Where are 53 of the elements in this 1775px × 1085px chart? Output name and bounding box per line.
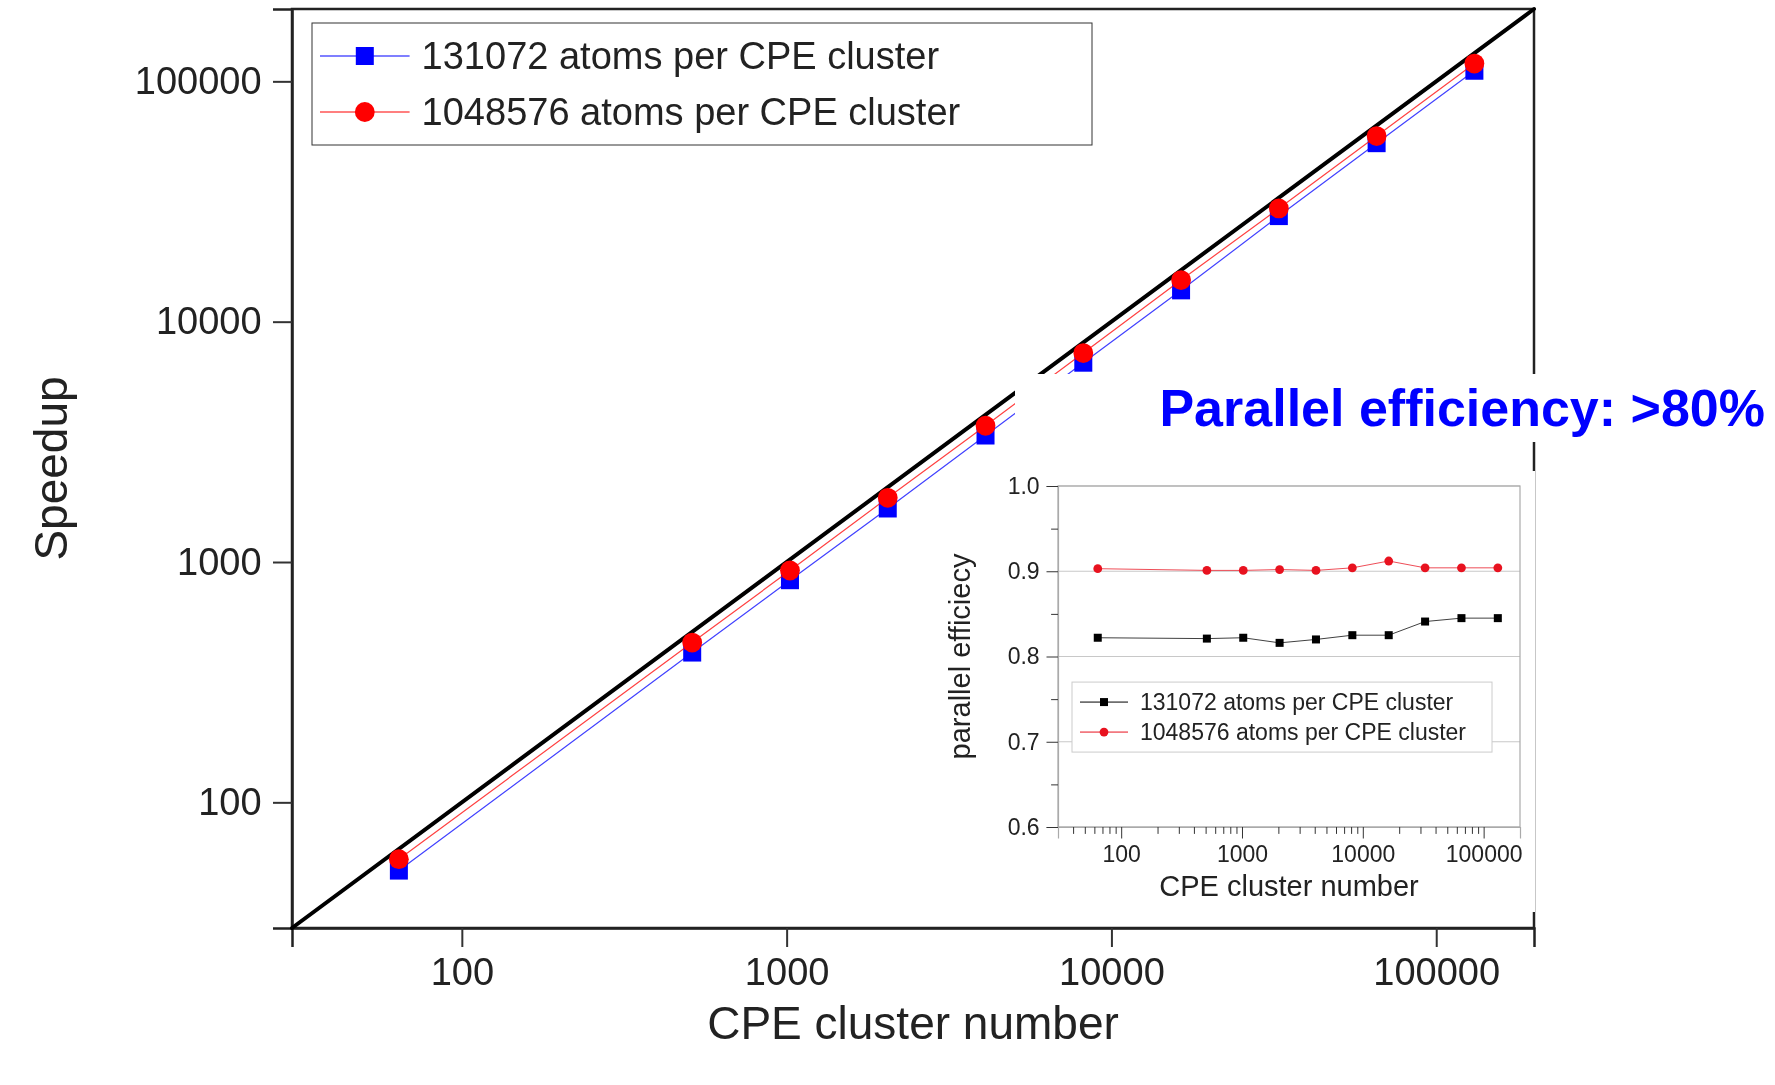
point — [1311, 566, 1321, 575]
point — [1275, 638, 1284, 647]
legend-label: 131072 atoms per CPE cluster — [421, 35, 940, 78]
x-tick-label: 1000 — [1216, 840, 1269, 867]
point — [1457, 614, 1466, 623]
point — [780, 560, 800, 581]
x-tick-label: 100 — [430, 951, 495, 994]
point — [1238, 566, 1248, 575]
point — [1493, 614, 1502, 623]
x-tick-label: 10000 — [1331, 840, 1396, 867]
point — [1348, 631, 1357, 640]
point — [1073, 343, 1094, 363]
y-tick-label: 0.6 — [1007, 813, 1040, 840]
legend-label: 1048576 atoms per CPE cluster — [421, 91, 961, 134]
legend-label: 131072 atoms per CPE cluster — [1140, 689, 1454, 716]
point — [975, 415, 996, 436]
chart-title: Parallel efficiency: >80% — [1159, 379, 1765, 437]
point — [1202, 566, 1212, 575]
x-axis-title: CPE cluster number — [707, 997, 1119, 1050]
y-tick-label: 100 — [198, 781, 262, 823]
point — [1366, 126, 1387, 146]
point — [1202, 634, 1211, 643]
x-tick-label: 100000 — [1445, 840, 1523, 867]
legend-label: 1048576 atoms per CPE cluster — [1140, 719, 1467, 746]
point — [1420, 563, 1430, 573]
point — [1384, 631, 1393, 640]
y-tick-label: 0.9 — [1007, 558, 1040, 585]
point — [1421, 617, 1430, 626]
x-tick-label: 100 — [1102, 840, 1141, 867]
point — [1171, 270, 1191, 290]
y-tick-label: 0.8 — [1007, 643, 1040, 670]
point — [1347, 563, 1357, 573]
point — [1384, 556, 1394, 566]
text: 1.0 — [1007, 472, 1040, 499]
x-tick-label: 10000 — [1059, 951, 1165, 994]
point — [682, 632, 703, 653]
point — [1311, 635, 1320, 644]
x-tick-label: 100000 — [1373, 951, 1501, 994]
point — [1493, 563, 1503, 573]
x-axis-title: CPE cluster number — [1159, 869, 1420, 902]
point — [1239, 633, 1248, 642]
point — [877, 487, 898, 508]
y-tick-label: 100000 — [134, 60, 262, 103]
point — [1457, 563, 1466, 573]
y-tick-label: 0.7 — [1007, 728, 1040, 755]
point — [1268, 198, 1289, 219]
y-axis-title: Speedup — [25, 376, 77, 561]
point — [1464, 53, 1485, 74]
y-axis-title: parallel efficiecy — [944, 553, 976, 760]
point — [1275, 565, 1285, 574]
y-tick-label: 10000 — [155, 300, 262, 343]
x-tick-label: 1000 — [744, 951, 830, 994]
y-tick-label: 1000 — [177, 540, 262, 583]
